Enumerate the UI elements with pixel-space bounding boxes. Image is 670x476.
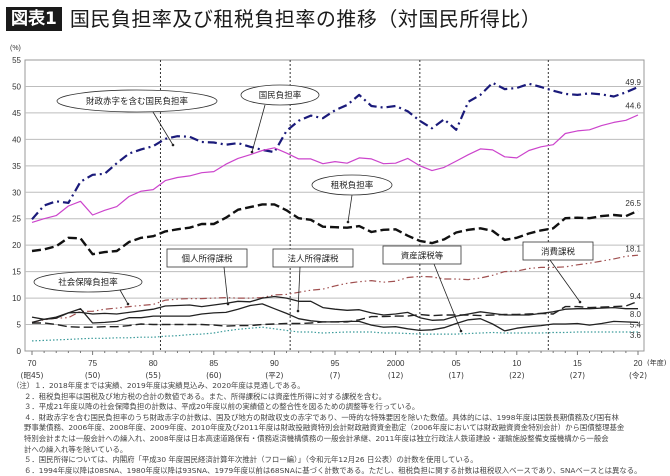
y-tick-label: 55 [12,56,21,65]
note-4-cont-1: 野事業債務、2006年度、2008年度、2009年度、2010年度及び2011年… [24,423,625,433]
y-tick-label: 40 [12,135,21,144]
x-tick-label: 95 [331,359,340,368]
callout-leader [549,259,581,303]
callout-ellipse [56,89,218,113]
series-line-0 [31,81,639,221]
title-row: 図表1 国民負担率及び租税負担率の推移（対国民所得比） [6,6,541,32]
x-tick-sublabel: (平2) [265,371,283,380]
x-tick-label: 2000 [387,359,405,368]
callout-box [382,245,462,265]
x-tick-label: 10 [512,359,521,368]
series-annotation-label: 資産課税等 [401,251,444,262]
end-value-label: 8.0 [630,310,642,319]
x-tick-label: 20 [634,359,643,368]
x-tick-label: 15 [573,359,582,368]
note-1: （注）１．2018年度までは実績、2019年度は実績見込み、2020年度は見通し… [12,381,305,390]
callout-box [522,241,594,261]
x-tick-sublabel: (昭45) [21,371,44,380]
callout-leader [433,263,462,332]
x-tick-sublabel: (7) [330,371,341,380]
callout-box [272,248,354,268]
x-tick-label: 85 [209,359,218,368]
x-tick-label: 75 [88,359,97,368]
end-value-label: 3.6 [630,331,642,340]
series-annotation-label: 国民負担率 [259,90,302,101]
x-axis-unit: (年度) [647,358,667,367]
callout-leader [251,104,266,153]
end-value-label: 49.9 [625,78,641,87]
callout-arrowhead [250,150,254,154]
x-tick-sublabel: (令2) [629,370,647,380]
end-value-label: 18.1 [625,244,641,253]
callout-box [166,248,248,268]
series-line-2 [31,203,639,256]
x-tick-sublabel: (22) [509,371,524,380]
callout-leader [119,289,129,305]
note-3: ３．平成21年度以降の社会保障負担の計数は、平成20年度以前の実績値との整合性を… [24,402,420,412]
series-annotation-label: 法人所得課税 [287,254,339,265]
x-tick-label: 05 [452,359,461,368]
callout-ellipse [311,174,393,196]
note-5: ５．国民所得については、内閣府「平成30 年度国民経済計算年次推計（フロー編）」… [24,455,478,465]
note-4: ４．財政赤字を含む国民負担率のうち財政赤字の計数は、国及び地方の財政収支の赤字で… [24,412,619,422]
y-tick-label: 50 [12,82,21,91]
note-4-cont-3: 計への繰入れ等を除いている。 [24,444,128,454]
y-tick-label: 30 [12,188,21,197]
y-tick-label: 25 [12,215,21,224]
x-tick-sublabel: (12) [388,371,403,380]
callout-arrowhead [578,300,582,304]
series-annotation-label: 個人所得課税 [181,254,233,265]
x-tick-sublabel: (60) [206,371,221,380]
x-tick-sublabel: (50) [85,371,100,380]
x-tick-label: 90 [270,359,279,368]
series-line-3 [31,254,639,323]
callout-arrowhead [459,329,463,333]
line-chart: 0510152025303540455055(%)70(昭45)75(50)80… [10,45,667,380]
y-tick-label: 5 [17,321,22,330]
callout-arrowhead [346,220,350,224]
x-tick-sublabel: (27) [570,371,585,380]
end-value-label: 26.5 [625,199,641,208]
footnotes: （注）１．2018年度までは実績、2019年度は実績見込み、2020年度は見通し… [12,381,662,476]
callout-leader [347,194,353,223]
y-tick-label: 0 [17,347,22,356]
y-tick-label: 35 [12,162,21,171]
x-tick-sublabel: (55) [145,371,160,380]
x-tick-label: 80 [149,359,158,368]
series-line-6 [32,300,639,328]
series-annotation-label: 租税負担率 [331,180,374,191]
end-value-label: 9.4 [630,292,642,301]
note-2: ２．租税負担率は国税及び地方税の合計の数値である。また、所得課税には資産性所得に… [24,391,387,401]
callout-ellipse [240,84,320,106]
series-line-1 [31,114,639,223]
y-tick-label: 45 [12,109,21,118]
callout-ellipse [33,271,143,293]
x-tick-label: 70 [28,359,37,368]
callout-arrowhead [171,143,175,147]
end-value-label: 44.6 [625,102,641,111]
y-tick-label: 20 [12,241,21,250]
chart-title: 国民負担率及び租税負担率の推移（対国民所得比） [69,7,542,31]
series-annotation-label: 財政赤字を含む国民負担率 [86,96,189,107]
end-value-label: 5.4 [630,321,642,330]
figure-badge: 図表1 [6,7,62,31]
callout-leader [297,266,301,312]
series-annotation-label: 社会保障負担率 [58,277,118,288]
y-tick-label: 15 [12,268,21,277]
series-annotation-label: 消費課税 [541,247,576,258]
note-4-cont-2: 特別会計または一般会計への繰入れ、2008年度は日本高速道路保有・債務返済機構債… [24,433,609,443]
callout-arrowhead [226,302,230,306]
callout-leader [152,111,174,146]
callout-arrowhead [126,302,130,306]
series-line-4 [31,295,638,324]
x-tick-sublabel: (17) [448,371,463,380]
callout-arrowhead [296,309,300,313]
y-axis-unit: (%) [10,45,21,52]
callout-leader [223,266,229,305]
y-tick-label: 10 [12,294,21,303]
note-6: ６．1994年度以降は08SNA、1980年度以降は93SNA、1979年度以前… [24,465,642,475]
